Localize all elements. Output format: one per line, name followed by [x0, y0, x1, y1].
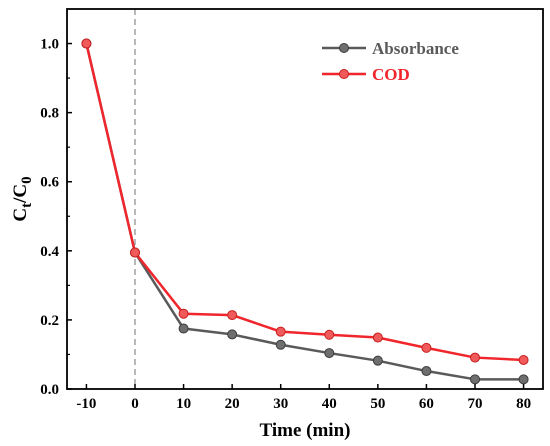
y-tick-label: 0.6	[40, 175, 59, 191]
data-point-cod	[421, 342, 432, 353]
x-tick-label: 60	[419, 396, 434, 412]
data-point-absorbance	[518, 374, 529, 385]
data-point-absorbance	[275, 339, 286, 350]
x-tick-label: 10	[176, 396, 191, 412]
data-point-absorbance	[227, 329, 238, 340]
x-tick-label: -10	[76, 396, 96, 412]
data-point-cod	[372, 332, 383, 343]
data-point-cod	[324, 329, 335, 340]
y-axis-title-main: C	[10, 208, 31, 222]
data-point-absorbance	[178, 323, 189, 334]
y-tick-label: 0.0	[40, 382, 59, 398]
data-point-absorbance	[421, 366, 432, 377]
legend-marker-cod	[339, 69, 349, 79]
y-axis-title-sub-0: 0	[19, 176, 35, 184]
y-tick-label: 0.2	[40, 313, 59, 329]
x-tick-label: 0	[131, 396, 139, 412]
x-tick-label: 20	[225, 396, 240, 412]
legend-marker-absorbance	[339, 43, 349, 53]
x-tick-label: 40	[322, 396, 337, 412]
data-point-absorbance	[470, 374, 480, 385]
legend-label-absorbance: Absorbance	[372, 39, 459, 58]
legend: Absorbance COD	[322, 39, 459, 84]
y-tick-label: 0.4	[40, 244, 59, 260]
data-point-cod	[130, 247, 140, 258]
x-tick-label: 70	[468, 396, 483, 412]
y-axis-title-sep: /C	[10, 184, 31, 204]
data-point-absorbance	[372, 355, 383, 366]
data-point-cod	[518, 354, 529, 365]
data-point-cod	[275, 326, 286, 337]
y-axis-title: Ct/C0	[10, 176, 35, 221]
x-tick-label: 30	[273, 396, 288, 412]
y-tick-label: 0.8	[40, 106, 59, 122]
x-tick-label: 50	[370, 396, 385, 412]
x-axis-title: Time (min)	[260, 420, 351, 441]
series-line-absorbance	[85, 43, 524, 381]
series-line-cod	[85, 43, 524, 362]
data-point-cod	[81, 38, 92, 49]
y-axis-title-sub-t: t	[19, 203, 35, 208]
data-point-absorbance	[324, 348, 335, 359]
y-tick-label: 1.0	[40, 37, 59, 53]
data-point-cod	[227, 310, 238, 321]
plot-frame	[66, 8, 544, 390]
data-point-cod	[470, 352, 480, 363]
legend-label-cod: COD	[372, 65, 410, 84]
data-point-cod	[178, 308, 189, 319]
x-tick-label: 80	[516, 396, 531, 412]
